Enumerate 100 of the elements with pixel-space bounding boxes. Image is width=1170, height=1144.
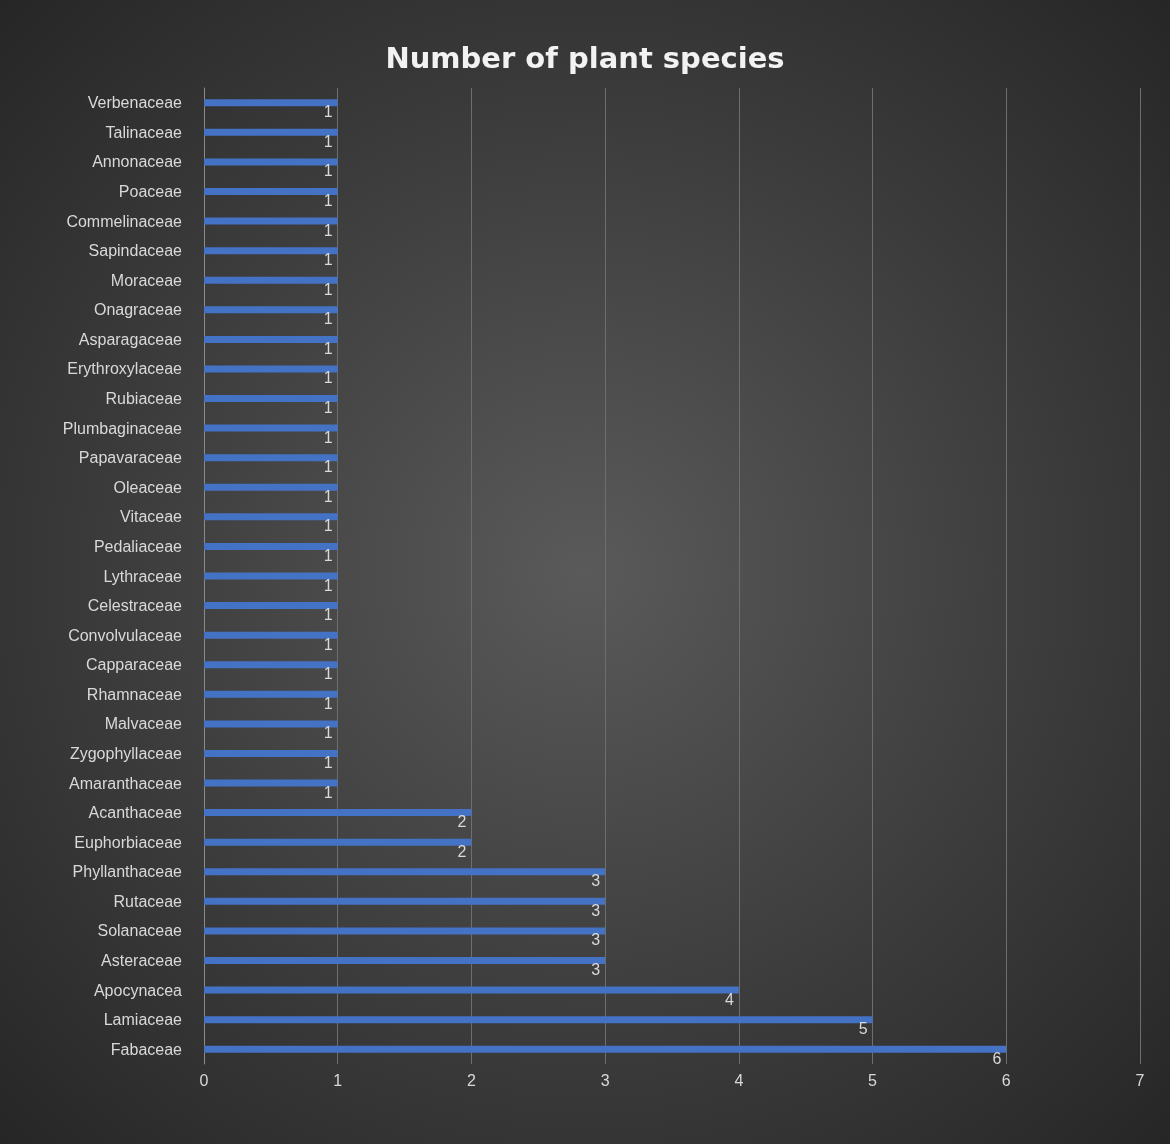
y-tick-label: Commelinaceae [66,212,183,230]
y-tick-label: Lythraceae [103,567,183,585]
y-tick-label: Vitaceae [120,508,183,526]
bar [204,188,338,196]
data-label: 1 [323,724,333,742]
bar [204,631,338,639]
data-label: 1 [323,369,333,387]
y-tick-label: Plumbaginaceae [62,419,183,437]
bar [204,276,338,284]
data-label: 3 [591,872,601,890]
bar [204,868,606,876]
data-label: 3 [591,931,601,949]
x-tick-label: 0 [199,1071,209,1089]
y-tick-label: Phyllanthaceae [72,863,183,881]
data-label: 1 [323,310,333,328]
y-tick-label: Apocynacea [93,981,183,999]
x-tick-label: 3 [600,1071,610,1089]
data-label: 1 [323,517,333,535]
y-tick-label: Pedaliaceae [93,537,183,555]
bar [204,838,472,846]
y-tick-label: Fabaceae [110,1040,183,1058]
y-tick-label: Rutaceae [113,892,183,910]
data-label: 1 [323,576,333,594]
data-label: 1 [323,192,333,210]
bar [204,217,338,225]
data-label: 2 [457,842,467,860]
y-tick-label: Euphorbiaceae [74,833,183,851]
y-tick-label: Talinaceae [105,123,183,141]
y-tick-label: Poaceae [118,183,183,201]
bar [204,542,338,550]
bar [204,720,338,728]
bar [204,424,338,432]
bar [204,483,338,491]
data-label: 1 [323,251,333,269]
data-label: 1 [323,428,333,446]
data-label: 3 [591,901,601,919]
y-tick-label: Asparagaceae [78,330,183,348]
bar [204,1045,1007,1053]
y-tick-label: Celestraceae [87,597,183,615]
y-tick-label: Moraceae [110,271,183,289]
data-label: 6 [992,1049,1002,1067]
data-label: 1 [323,783,333,801]
data-label: 3 [591,960,601,978]
x-tick-label: 7 [1135,1071,1145,1089]
bar [204,365,338,373]
bar [204,128,338,136]
data-label: 1 [323,665,333,683]
data-label: 1 [323,399,333,417]
data-label: 1 [323,635,333,653]
data-label: 1 [323,694,333,712]
data-label: 4 [724,990,734,1008]
y-tick-label: Verbenaceae [87,94,183,112]
y-tick-label: Convolvulaceae [68,626,183,644]
x-tick-label: 1 [333,1071,343,1089]
data-label: 1 [323,606,333,624]
y-tick-label: Solanaceae [97,922,183,940]
data-label: 1 [323,280,333,298]
bar [204,602,338,610]
bar [204,513,338,521]
bar [204,749,338,757]
y-tick-label: Lamiaceae [103,1011,183,1029]
bar [204,1016,873,1024]
bar [204,572,338,580]
y-tick-label: Zygophyllaceae [69,744,183,762]
bar [204,306,338,314]
bar [204,690,338,698]
data-label: 5 [858,1020,868,1038]
bar [204,956,606,964]
y-tick-label: Erythroxylaceae [67,360,183,378]
y-tick-label: Papavaraceae [78,449,183,467]
y-tick-label: Onagraceae [93,301,183,319]
y-tick-label: Rhamnaceae [86,685,183,703]
data-label: 1 [323,221,333,239]
bar [204,454,338,462]
y-tick-label: Sapindaceae [88,242,183,260]
bar [204,897,606,905]
bar [204,661,338,669]
bar [204,779,338,787]
data-label: 1 [323,103,333,121]
bar [204,986,739,994]
bar [204,247,338,255]
x-tick-label: 5 [868,1071,878,1089]
data-label: 1 [323,487,333,505]
y-tick-label: Oleaceae [113,478,183,496]
x-tick-label: 4 [734,1071,744,1089]
data-label: 1 [323,753,333,771]
data-label: 1 [323,546,333,564]
bar [204,927,606,935]
bar [204,158,338,166]
y-tick-label: Asteraceae [101,951,183,969]
bar [204,335,338,343]
y-tick-label: Capparaceae [85,656,183,674]
data-label: 2 [457,813,467,831]
data-label: 1 [323,458,333,476]
y-tick-label: Acanthaceae [88,804,183,822]
y-tick-label: Rubiaceae [105,390,183,408]
y-tick-label: Malvaceae [104,715,183,733]
bar [204,99,338,107]
bar [204,395,338,403]
data-label: 1 [323,339,333,357]
